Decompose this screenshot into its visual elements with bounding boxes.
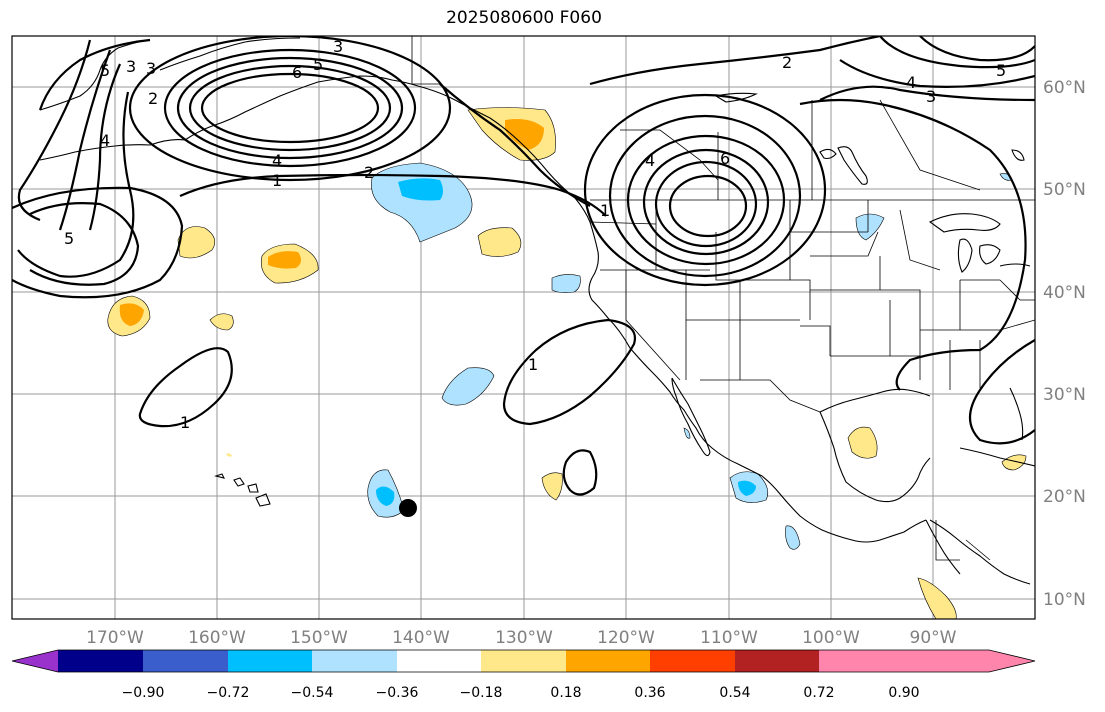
- coastlines: [39, 37, 1035, 585]
- lat-label: 40°N: [1043, 283, 1086, 303]
- colorbar-extend-low: [12, 650, 58, 672]
- colorbar-segment: [58, 650, 143, 672]
- contour-label: 4: [100, 131, 110, 150]
- contour-label: 5: [64, 229, 74, 248]
- colorbar-tick-label: −0.36: [376, 685, 419, 701]
- storm-center-dot: [399, 499, 417, 517]
- contour-label: 2: [782, 53, 792, 72]
- lat-label: 20°N: [1043, 487, 1086, 507]
- colorbar-tick-label: 0.18: [550, 685, 581, 701]
- contour-lines: [12, 36, 1035, 496]
- contour-label: 6: [720, 149, 730, 168]
- colorbar-tick-label: −0.72: [207, 685, 250, 701]
- colorbar-segment: [566, 650, 650, 672]
- contour-label: 1: [180, 413, 190, 432]
- longitude-labels: 170°W 160°W 150°W 140°W 130°W 120°W 110°…: [86, 628, 957, 648]
- lon-label: 90°W: [910, 628, 957, 648]
- contour-label: 4: [272, 151, 282, 170]
- lon-label: 120°W: [597, 628, 655, 648]
- colorbar-segment: [312, 650, 397, 672]
- colorbar-tick-label: 0.72: [803, 685, 834, 701]
- colorbar-tick-label: −0.18: [460, 685, 503, 701]
- colorbar-extend-high: [904, 650, 1035, 672]
- political-borders: [411, 36, 1035, 561]
- contour-label: 6: [292, 63, 302, 82]
- contour-label: 2: [148, 89, 158, 108]
- colorbar-segment: [397, 650, 481, 672]
- contour-label: 5: [996, 61, 1006, 80]
- colorbar-segment: [143, 650, 228, 672]
- colorbar-segment: [819, 650, 904, 672]
- lat-label: 30°N: [1043, 385, 1086, 405]
- colorbar-segment: [735, 650, 819, 672]
- lon-label: 130°W: [495, 628, 553, 648]
- lat-label: 50°N: [1043, 180, 1086, 200]
- contour-label: 1: [272, 171, 282, 190]
- colorbar-tick-label: 0.36: [634, 685, 665, 701]
- contour-label: 1: [600, 201, 610, 220]
- lat-label: 60°N: [1043, 78, 1086, 98]
- lon-label: 140°W: [392, 628, 450, 648]
- shaded-anomalies: [107, 107, 1027, 619]
- colorbar-tick-label: −0.90: [122, 685, 165, 701]
- map-title: 2025080600 F060: [446, 8, 602, 28]
- colorbar-segment: [228, 650, 312, 672]
- map-frame: [11, 35, 1036, 620]
- contour-label-group: 3 5 6 5 2 3 4 4 1 2 5 1 1 2 6 4 1 3 4 3 …: [64, 37, 1006, 432]
- lon-label: 100°W: [802, 628, 860, 648]
- colorbar-ticks: −0.90 −0.72 −0.54 −0.36 −0.18 0.18 0.36 …: [122, 685, 920, 701]
- latitude-labels: 60°N 50°N 40°N 30°N 20°N 10°N: [1043, 78, 1086, 610]
- colorbar-segment: [650, 650, 735, 672]
- lon-label: 150°W: [290, 628, 348, 648]
- lon-label: 110°W: [700, 628, 758, 648]
- colorbar-tick-label: 0.90: [888, 685, 919, 701]
- lon-label: 170°W: [86, 628, 144, 648]
- contour-label: 4: [645, 151, 655, 170]
- contour-label: 5: [100, 61, 110, 80]
- colorbar-tick-label: −0.54: [291, 685, 334, 701]
- colorbar-outline: [11, 649, 1036, 673]
- lon-label: 160°W: [188, 628, 246, 648]
- contour-label: 4: [906, 73, 916, 92]
- lat-label: 10°N: [1043, 590, 1086, 610]
- contour-label: 5: [313, 55, 323, 74]
- contour-label: 3: [333, 37, 343, 56]
- colorbar: [11, 649, 1036, 673]
- contour-label: 1: [528, 355, 538, 374]
- contour-label: 3: [146, 59, 156, 78]
- colorbar-segment: [481, 650, 566, 672]
- contour-label: 3: [926, 87, 936, 106]
- contour-label: 2: [364, 163, 374, 182]
- colorbar-tick-label: 0.54: [719, 685, 750, 701]
- contour-label: 3: [126, 57, 136, 76]
